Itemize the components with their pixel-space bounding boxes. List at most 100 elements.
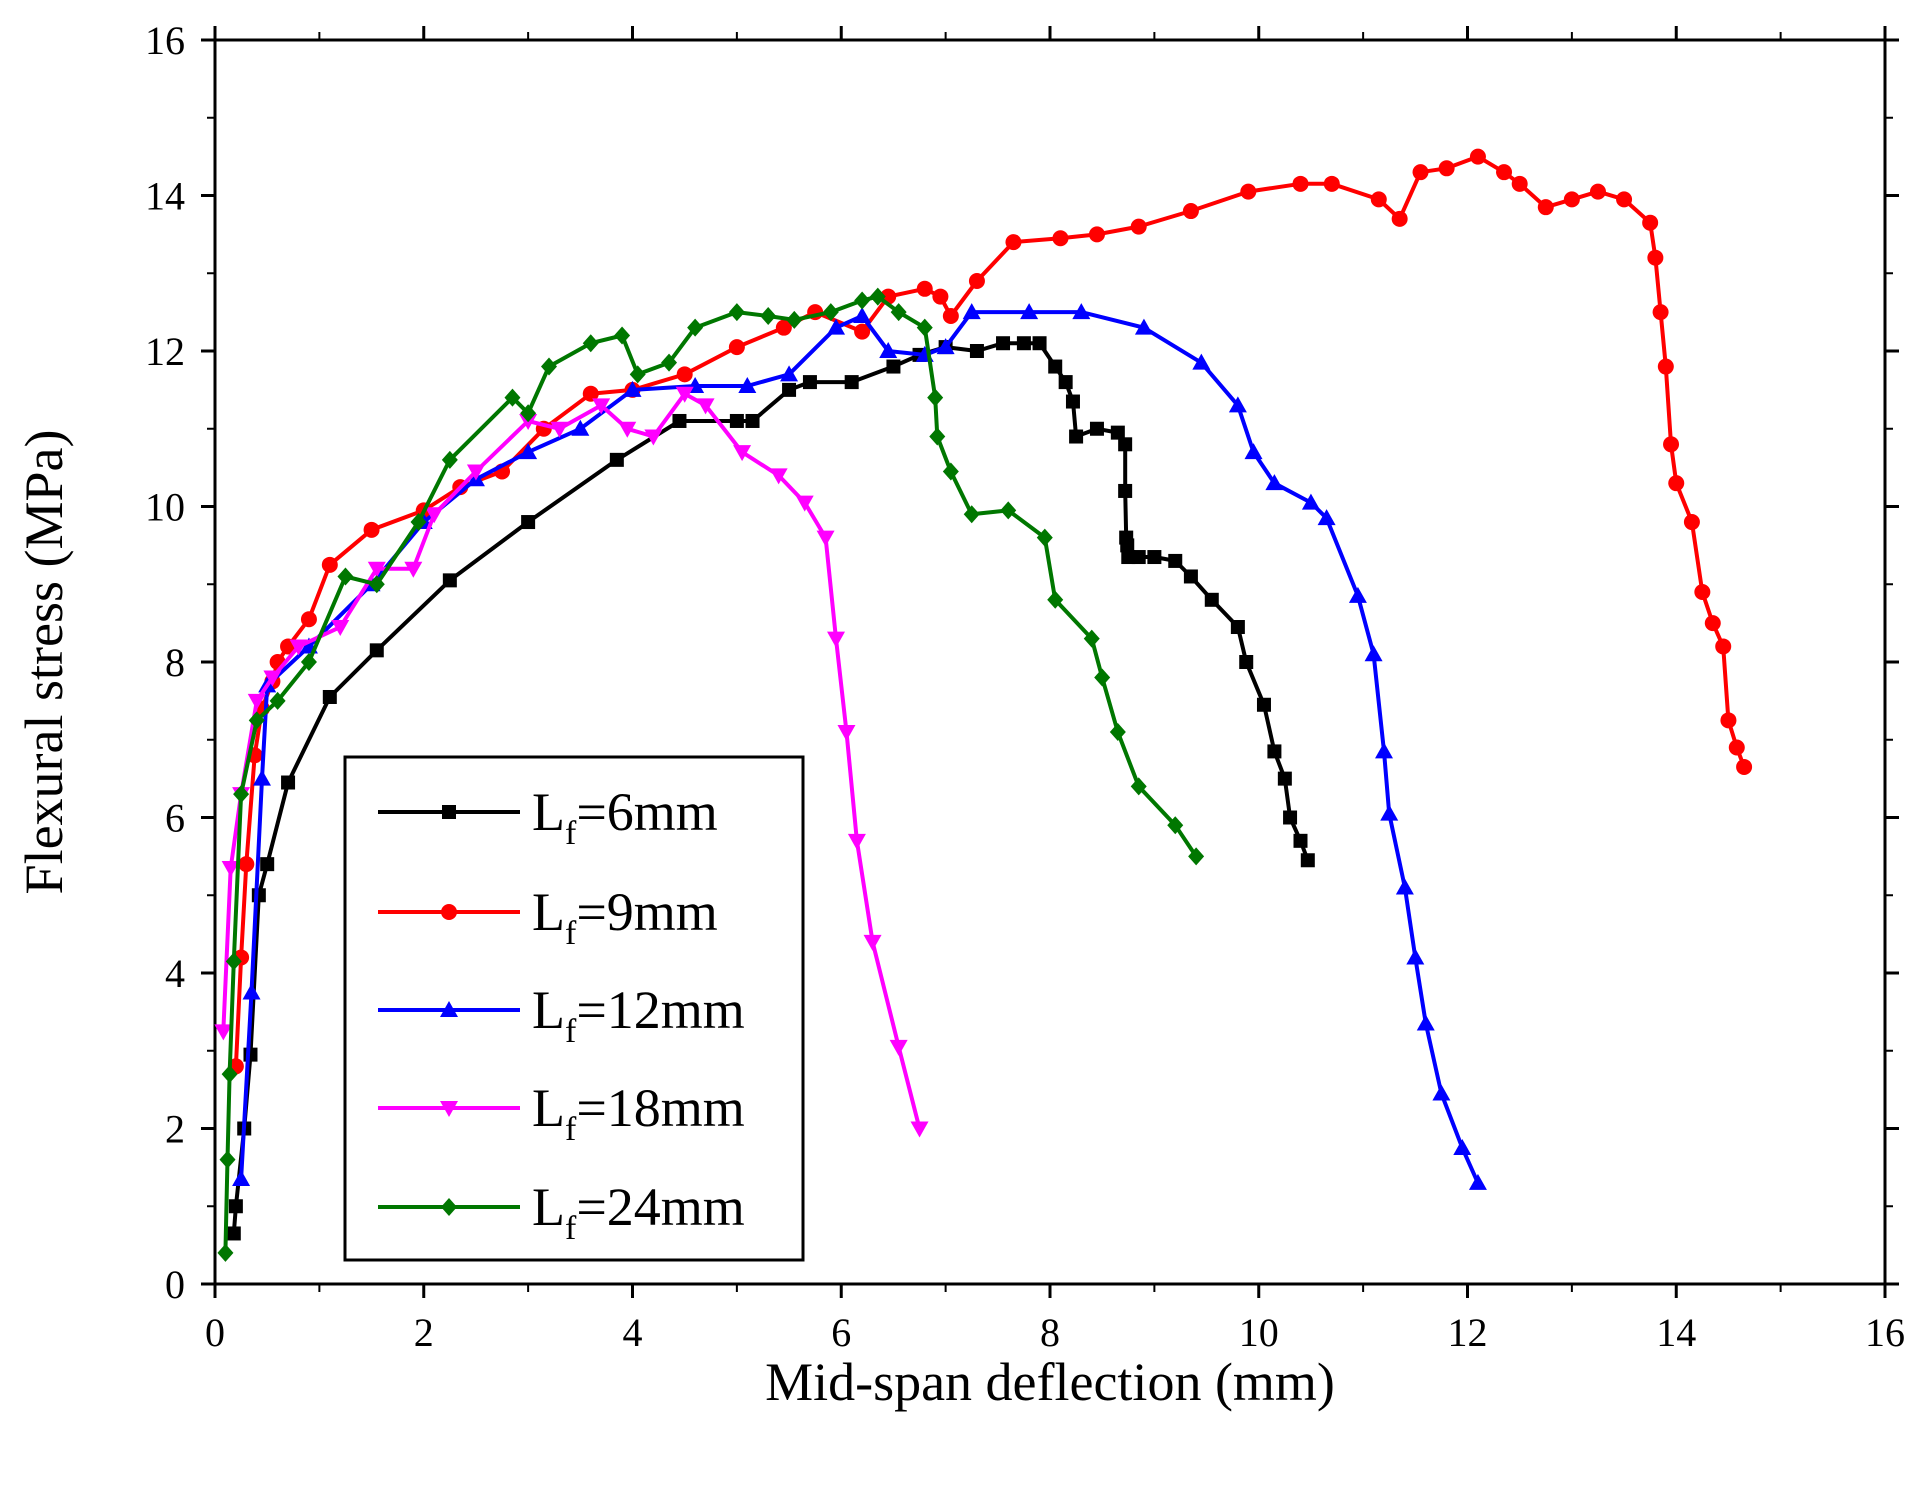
data-point xyxy=(1183,569,1198,584)
y-tick-label: 14 xyxy=(145,174,185,219)
data-point xyxy=(1032,336,1047,351)
data-point xyxy=(1292,175,1309,192)
legend-label-subscript: f xyxy=(565,1013,577,1050)
data-point xyxy=(672,413,687,428)
data-point xyxy=(816,530,835,547)
data-point xyxy=(886,359,901,374)
data-point xyxy=(410,513,427,532)
data-point xyxy=(550,421,569,438)
data-point xyxy=(969,344,984,358)
data-point xyxy=(221,1065,238,1084)
data-point xyxy=(1130,777,1147,796)
data-point xyxy=(521,515,536,530)
data-point xyxy=(769,468,788,485)
data-point xyxy=(367,561,386,578)
data-point xyxy=(1069,429,1084,444)
data-point xyxy=(1301,493,1320,510)
data-point xyxy=(1000,501,1017,520)
data-point xyxy=(822,303,839,322)
data-point xyxy=(1204,592,1219,607)
data-point xyxy=(927,388,944,407)
data-point xyxy=(1537,199,1554,216)
data-point xyxy=(1147,550,1162,565)
data-point xyxy=(281,775,296,790)
data-point xyxy=(1300,853,1315,868)
legend-label-rest: =18mm xyxy=(576,1078,744,1138)
data-point xyxy=(1188,847,1205,866)
data-point xyxy=(221,861,240,878)
legend-label: Lf=18mm xyxy=(532,1078,745,1148)
x-tick-label: 16 xyxy=(1865,1310,1905,1355)
legend-entry: Lf=18mm xyxy=(378,1078,745,1148)
data-point xyxy=(1293,833,1308,848)
data-point xyxy=(1720,712,1737,729)
data-point xyxy=(242,983,261,1000)
data-point xyxy=(733,445,752,462)
data-point xyxy=(269,691,286,710)
data-point xyxy=(1416,1014,1435,1031)
y-tick-label: 6 xyxy=(165,796,185,841)
data-point xyxy=(219,1150,236,1169)
data-point xyxy=(1694,584,1711,601)
data-point xyxy=(827,318,846,335)
data-point xyxy=(1657,358,1674,375)
data-point xyxy=(1616,191,1633,208)
data-point xyxy=(1239,655,1254,669)
data-point xyxy=(1230,620,1245,635)
data-point xyxy=(847,833,866,850)
legend-entry: Lf=6mm xyxy=(378,782,718,852)
data-point xyxy=(1048,359,1063,374)
series-4 xyxy=(217,287,1205,1262)
legend-label: Lf=12mm xyxy=(532,980,745,1050)
data-point xyxy=(582,334,599,353)
data-point xyxy=(1364,645,1383,662)
data-point xyxy=(775,319,792,336)
data-point xyxy=(252,769,271,786)
data-point xyxy=(1438,160,1455,177)
x-tick-label: 4 xyxy=(623,1310,643,1355)
data-point xyxy=(1083,629,1100,648)
data-point xyxy=(1647,249,1664,266)
y-tick-label: 0 xyxy=(165,1262,185,1307)
data-point xyxy=(1134,318,1153,335)
data-point xyxy=(1088,226,1105,243)
data-point xyxy=(1277,771,1292,786)
data-point xyxy=(238,856,255,873)
data-point xyxy=(675,386,694,403)
data-point xyxy=(854,323,871,340)
data-point xyxy=(1563,191,1580,208)
y-tick-label: 2 xyxy=(165,1107,185,1152)
data-point xyxy=(251,888,266,903)
data-point xyxy=(1283,810,1298,825)
data-point xyxy=(1228,396,1247,413)
data-point xyxy=(1267,744,1282,759)
data-point xyxy=(1244,443,1263,460)
data-point xyxy=(890,303,907,322)
data-point xyxy=(1047,590,1064,609)
data-point xyxy=(869,287,886,306)
legend-swatch-marker xyxy=(440,1001,458,1017)
data-point xyxy=(300,653,317,671)
data-point xyxy=(963,505,980,524)
legend-label-main: L xyxy=(532,1177,565,1237)
data-point xyxy=(321,556,338,573)
data-point xyxy=(337,567,354,586)
data-point xyxy=(1192,353,1211,370)
data-point xyxy=(1058,375,1073,390)
data-point xyxy=(1704,615,1721,632)
data-point xyxy=(618,421,637,438)
data-point xyxy=(404,561,423,578)
data-point xyxy=(425,507,444,524)
data-point xyxy=(1094,668,1111,687)
data-point xyxy=(228,1199,243,1214)
data-point xyxy=(1256,697,1271,712)
data-point xyxy=(889,1039,908,1056)
data-point xyxy=(910,1121,929,1138)
data-point xyxy=(802,375,817,390)
data-point xyxy=(1728,739,1745,756)
x-axis-title: Mid-span deflection (mm) xyxy=(765,1352,1335,1412)
data-point xyxy=(996,336,1011,351)
data-point xyxy=(331,620,350,637)
data-point xyxy=(1642,214,1659,231)
